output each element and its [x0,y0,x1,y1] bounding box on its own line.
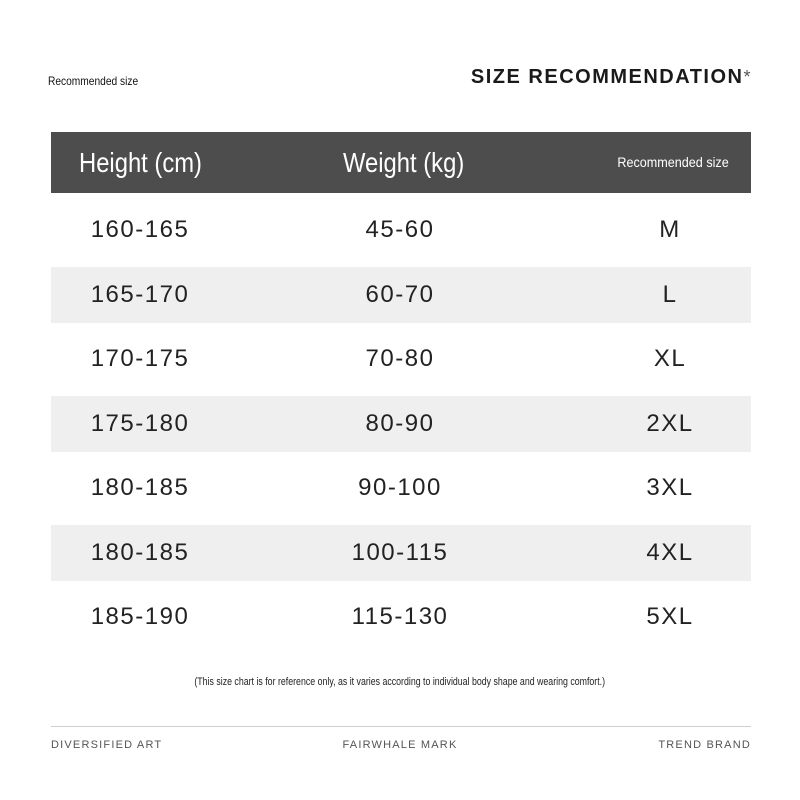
subtitle: Recommended size [48,74,139,88]
cell-height: 180-185 [90,538,190,566]
table-row: 170-175 70-80 XL [51,331,751,387]
cell-weight: 90-100 [358,474,442,501]
cell-height: 170-175 [90,345,190,372]
cell-size: 3XL [646,474,694,501]
footer-right: TREND BRAND [658,739,751,751]
cell-weight: 115-130 [351,603,449,630]
asterisk-mark: * [743,67,752,87]
cell-size: 5XL [646,603,694,630]
cell-weight: 60-70 [365,280,435,308]
cell-size: XL [653,345,687,372]
note-text: (This size chart is for reference only, … [194,676,606,688]
cell-height: 160-165 [90,216,190,243]
table-row: 180-185 90-100 3XL [51,460,751,516]
table-row: 165-170 60-70 L [51,266,751,323]
column-header-size: Recommended size [617,154,729,170]
cell-weight: 70-80 [365,345,435,372]
cell-height: 185-190 [90,603,190,630]
disclaimer-note: (This size chart is for reference only, … [0,676,800,688]
cell-weight: 45-60 [365,216,435,243]
divider [51,726,751,727]
cell-height: 165-170 [90,280,190,308]
footer-left: DIVERSIFIED ART [51,739,163,751]
table-row: 175-180 80-90 2XL [51,395,751,452]
cell-size: 4XL [646,538,694,566]
table-row: 185-190 115-130 5XL [51,589,751,645]
cell-weight: 100-115 [351,538,449,566]
cell-size: 2XL [646,409,694,437]
table-row: 160-165 45-60 M [51,202,751,258]
column-header-weight: Weight (kg) [343,147,465,178]
cell-size: M [659,216,681,243]
table-header: Height (cm) Weight (kg) Recommended size [51,132,751,193]
cell-size: L [662,280,678,308]
title-text: SIZE RECOMMENDATION [470,66,744,88]
cell-weight: 80-90 [365,409,435,437]
page-title: SIZE RECOMMENDATION* [471,66,752,89]
column-header-height: Height (cm) [79,147,202,178]
table-row: 180-185 100-115 4XL [51,524,751,581]
footer-center: FAIRWHALE MARK [342,739,458,751]
cell-height: 175-180 [90,409,190,437]
cell-height: 180-185 [90,474,190,501]
